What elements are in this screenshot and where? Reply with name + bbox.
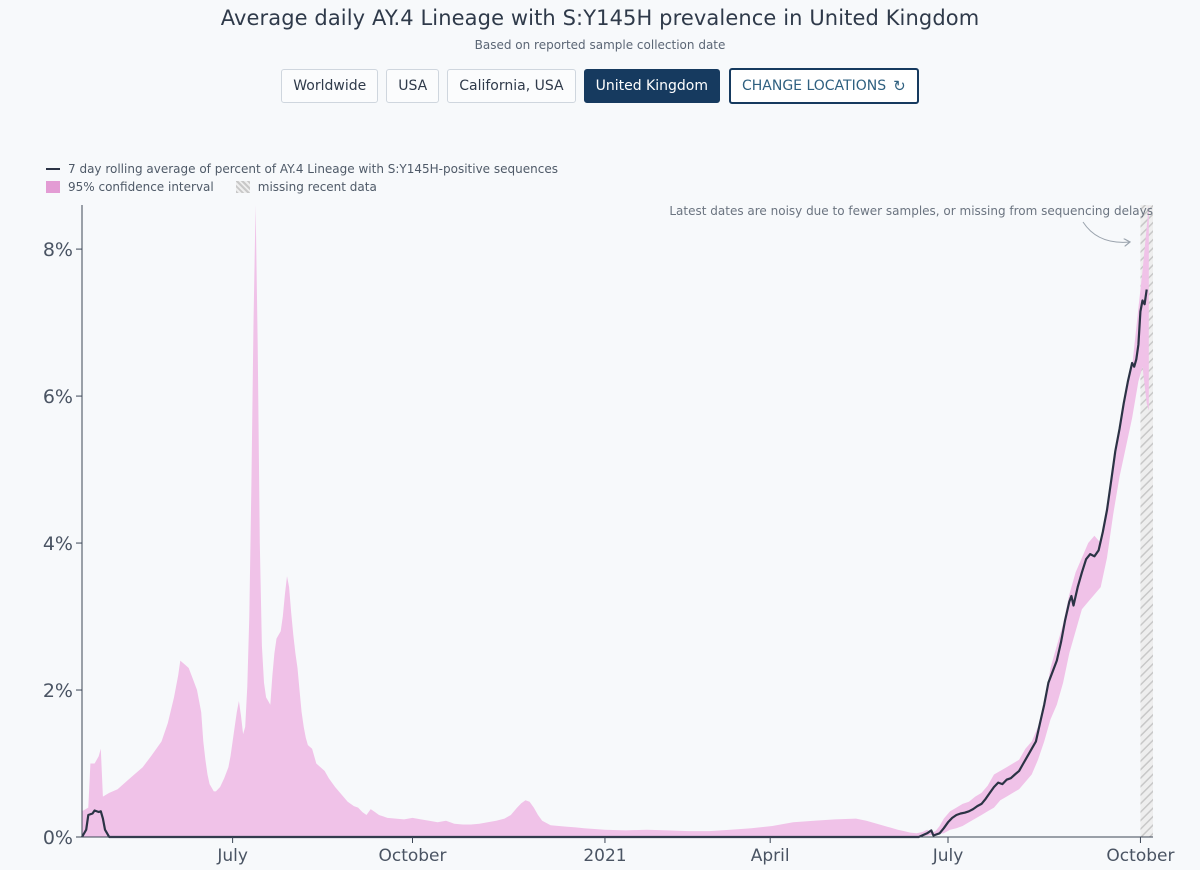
location-selector: Worldwide USA California, USA United Kin… — [0, 68, 1200, 104]
change-locations-label: CHANGE LOCATIONS — [741, 78, 887, 94]
location-button-california[interactable]: California, USA — [447, 69, 576, 103]
y-tick-label: 2% — [43, 680, 73, 702]
missing-data-swatch — [235, 181, 250, 193]
legend: 7 day rolling average of percent of AY.4… — [46, 160, 558, 196]
x-tick-label: October — [1106, 846, 1174, 866]
legend-row-line: 7 day rolling average of percent of AY.4… — [46, 160, 558, 178]
y-tick-label: 4% — [43, 533, 73, 555]
change-locations-button[interactable]: CHANGE LOCATIONS ↻ — [728, 68, 919, 104]
x-tick-label: July — [216, 846, 248, 866]
x-tick-label: July — [932, 846, 964, 866]
location-button-worldwide[interactable]: Worldwide — [281, 69, 379, 103]
y-tick-label: 0% — [43, 827, 73, 849]
legend-line-label: 7 day rolling average of percent of AY.4… — [68, 162, 558, 176]
chart-title: Average daily AY.4 Lineage with S:Y145H … — [220, 6, 980, 30]
ci-swatch — [46, 181, 60, 193]
legend-row-ci: 95% confidence interval missing recent d… — [46, 178, 558, 196]
x-tick-label: October — [378, 846, 446, 866]
x-tick-label: April — [751, 846, 790, 866]
y-tick-label: 6% — [43, 386, 73, 408]
x-tick-label: 2021 — [583, 846, 626, 866]
location-button-usa[interactable]: USA — [386, 69, 440, 103]
legend-missing-label: missing recent data — [257, 180, 377, 194]
y-tick-label: 8% — [43, 239, 73, 261]
refresh-icon: ↻ — [893, 77, 906, 95]
noisy-data-annotation: Latest dates are noisy due to fewer samp… — [669, 204, 1153, 218]
location-button-united-kingdom[interactable]: United Kingdom — [583, 69, 720, 103]
legend-ci-label: 95% confidence interval — [68, 180, 214, 194]
confidence-interval-area — [82, 205, 1149, 837]
annotation-arrow — [1082, 221, 1130, 242]
chart-subtitle: Based on reported sample collection date — [474, 38, 726, 52]
line-swatch — [46, 168, 60, 170]
